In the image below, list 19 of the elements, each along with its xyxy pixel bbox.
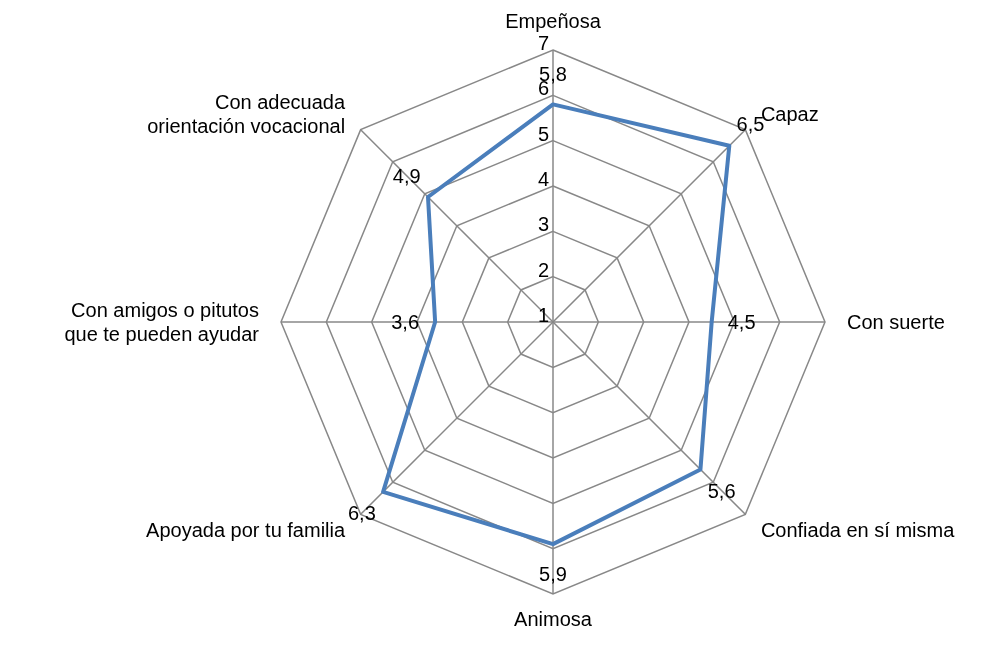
spoke-label: Con adecuada orientación vocacional — [147, 91, 346, 138]
y-tick-label: 5 — [537, 122, 549, 145]
y-tick-label: 1 — [537, 304, 549, 326]
data-label: 4,9 — [392, 164, 421, 187]
data-label: 5,6 — [707, 479, 736, 502]
spoke-label: Animosa — [514, 608, 593, 630]
data-label: 6,3 — [347, 502, 376, 525]
spoke-label: Empeñosa — [505, 10, 602, 32]
y-tick-label: 7 — [537, 32, 549, 54]
data-label: 3,6 — [391, 311, 420, 333]
data-label: 5,9 — [539, 563, 567, 586]
spoke-label: Con suerte — [847, 311, 945, 333]
y-tick-label: 2 — [537, 258, 549, 281]
y-tick-label: 3 — [537, 213, 549, 236]
spoke-label: Apoyada por tu familia — [146, 518, 346, 541]
data-label: 4,5 — [727, 311, 756, 333]
spoke-label: Confiada en sí misma — [760, 518, 956, 541]
y-tick-label: 4 — [537, 168, 549, 190]
spoke-label: Con amigos o pitutos que te pueden ayudar — [64, 299, 260, 345]
